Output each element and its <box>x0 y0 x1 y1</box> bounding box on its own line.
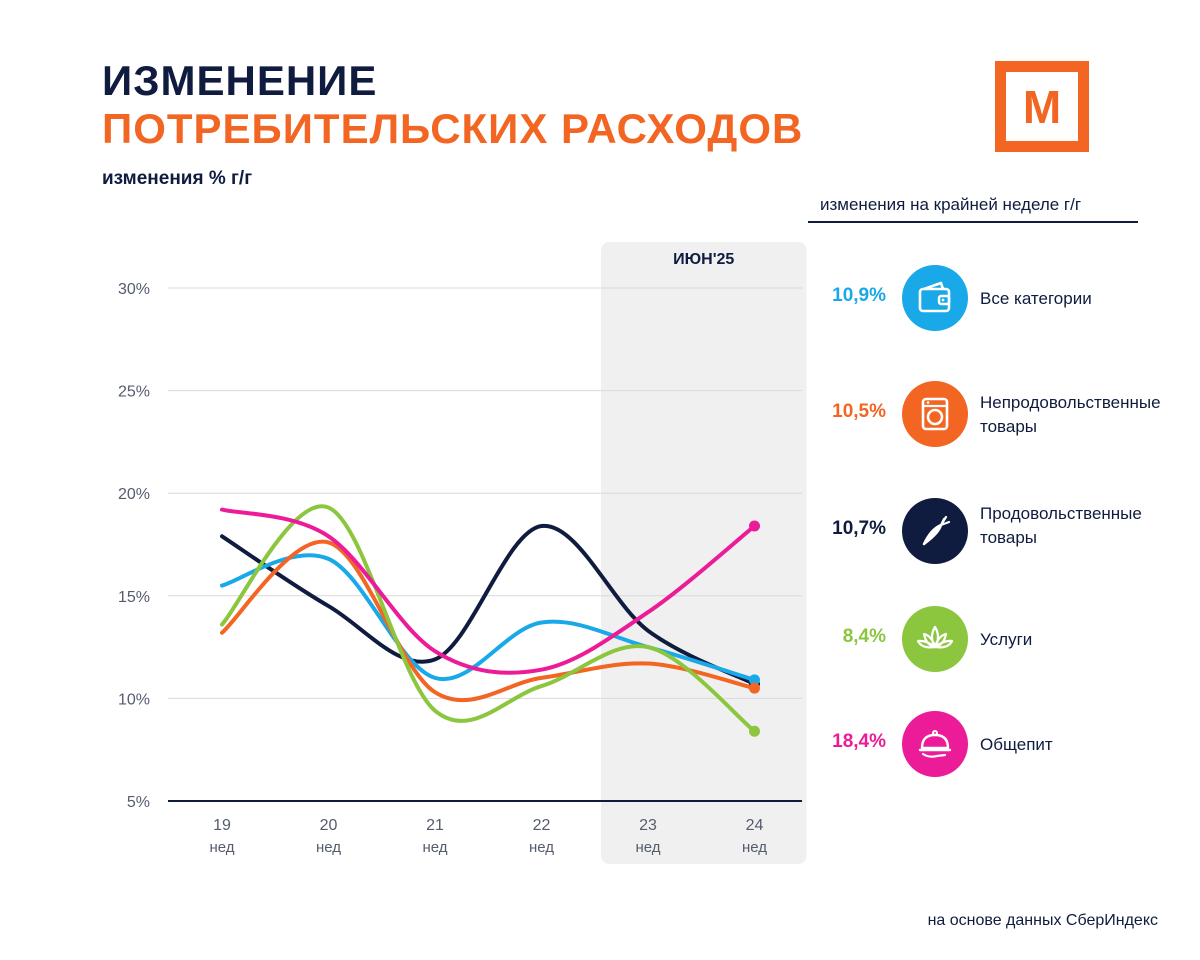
legend-label-line2: товары <box>980 528 1038 547</box>
series-endpoint-3 <box>749 725 760 737</box>
legend-label: Услуги <box>980 630 1033 649</box>
legend-value: 10,7% <box>832 518 886 539</box>
carrot-icon <box>902 498 968 564</box>
series-line-4 <box>220 507 757 675</box>
page-title-line2: ПОТРЕБИТЕЛЬСКИХ РАСХОДОВ <box>102 105 804 152</box>
x-tick-label: 20 <box>320 817 338 834</box>
legend-label-line1: Непродовольственные <box>980 393 1161 412</box>
legend-label-line2: товары <box>980 417 1038 436</box>
y-tick-label: 25% <box>118 384 150 401</box>
legend-label: Непродовольственные товары <box>980 391 1161 439</box>
washing-machine-icon <box>902 381 968 447</box>
y-tick-label: 30% <box>118 281 150 298</box>
x-tick-sublabel: нед <box>635 839 660 856</box>
series-line-2 <box>220 539 757 703</box>
x-tick-label: 22 <box>533 817 551 834</box>
legend-label-line1: Продовольственные <box>980 504 1142 523</box>
legend-item-food: 10,7% Продовольственные товары <box>810 498 1190 564</box>
legend-item-all-categories: 10,9% Все категории <box>810 265 1190 331</box>
brand-logo: М <box>995 61 1089 152</box>
x-tick-sublabel: нед <box>742 839 767 856</box>
y-tick-label: 20% <box>118 486 150 503</box>
legend-value: 18,4% <box>832 731 886 752</box>
x-tick-sublabel: нед <box>209 839 234 856</box>
x-tick-label: 21 <box>426 817 444 834</box>
x-tick-label: 24 <box>746 817 764 834</box>
highlight-label: ИЮН'25 <box>673 251 734 268</box>
legend-item-catering: 18,4% Общепит <box>810 711 1190 777</box>
legend-label: Общепит <box>980 735 1053 754</box>
legend-header: изменения на крайней неделе г/г <box>820 195 1082 214</box>
line-chart: ИЮН'25 5% 10% 15% 20% 25% 30% 19 нед 20 нед 21 нед 22… <box>118 242 807 864</box>
wallet-icon <box>902 265 968 331</box>
brand-logo-letter: М <box>1022 80 1062 133</box>
x-tick-label: 19 <box>213 817 231 834</box>
x-tick-sublabel: нед <box>422 839 447 856</box>
y-tick-label: 10% <box>118 691 150 708</box>
highlight-band <box>601 242 807 864</box>
legend-item-services: 8,4% Услуги <box>810 606 1190 672</box>
series-endpoint-2 <box>749 682 760 694</box>
y-tick-label: 15% <box>118 589 150 606</box>
legend-value: 10,9% <box>832 285 886 306</box>
series-line-0 <box>220 524 757 687</box>
data-source-note: на основе данных СберИндекс <box>927 912 1158 929</box>
legend-label: Продовольственные товары <box>980 502 1142 550</box>
x-tick-sublabel: нед <box>316 839 341 856</box>
cloche-icon <box>902 711 968 777</box>
page-title-line1: ИЗМЕНЕНИЕ <box>102 57 378 104</box>
series-line-3 <box>220 504 757 734</box>
legend-value: 10,5% <box>832 401 886 422</box>
legend-label: Все категории <box>980 289 1092 308</box>
y-tick-label: 5% <box>127 794 150 811</box>
x-tick-sublabel: нед <box>529 839 554 856</box>
series-endpoint-4 <box>749 520 760 532</box>
x-tick-label: 23 <box>639 817 657 834</box>
legend-item-nonfood: 10,5% Непродовольственные товары <box>810 381 1190 447</box>
chart-subtitle: изменения % г/г <box>102 168 253 189</box>
series-endpoint-1 <box>749 674 760 686</box>
legend-divider <box>808 221 1138 223</box>
lotus-icon <box>902 606 968 672</box>
legend-value: 8,4% <box>842 626 886 647</box>
